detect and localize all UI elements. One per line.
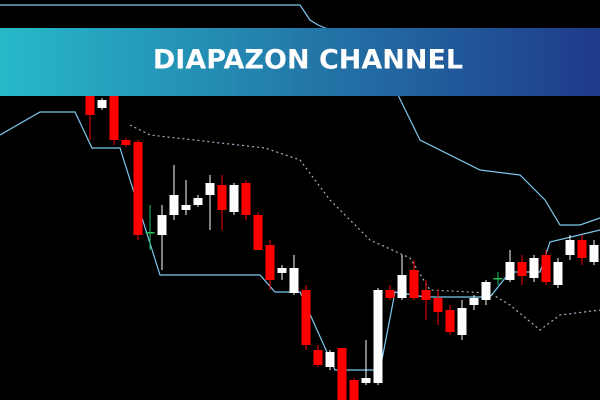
chart-title: DIAPAZON CHANNEL <box>153 45 463 76</box>
candle-body <box>445 310 455 332</box>
candle-body <box>121 140 131 145</box>
candle-body <box>313 350 323 365</box>
candle-body <box>493 278 503 280</box>
candle-body <box>169 195 179 215</box>
candle-body <box>409 270 419 298</box>
candle-body <box>265 245 275 280</box>
candle-body <box>505 262 515 280</box>
candle-body <box>217 185 227 210</box>
title-banner <box>0 28 600 96</box>
channel-line <box>129 124 600 331</box>
channel-line <box>0 4 600 226</box>
candle-body <box>301 290 311 345</box>
candle-body <box>85 95 95 115</box>
candle-body <box>145 232 155 234</box>
candle-body <box>433 298 443 312</box>
candle-body <box>109 95 119 140</box>
candle-body <box>553 262 563 285</box>
candle-body <box>457 308 467 335</box>
candle-body <box>241 183 251 215</box>
candle-body <box>541 255 551 282</box>
candle-body <box>565 240 575 255</box>
candle-body <box>481 282 491 300</box>
candle-body <box>385 290 395 298</box>
candle-body <box>589 245 599 262</box>
candle-body <box>97 100 107 108</box>
candle-body <box>421 290 431 300</box>
candle-body <box>205 183 215 195</box>
candle-body <box>337 348 347 400</box>
candle-body <box>289 268 299 293</box>
candle-body <box>469 298 479 305</box>
candle-body <box>397 275 407 298</box>
candle-body <box>373 290 383 383</box>
candle-body <box>277 268 287 273</box>
candle-body <box>349 380 359 400</box>
plot-area <box>0 4 600 400</box>
candle-body <box>193 198 203 205</box>
channel-line <box>0 111 600 371</box>
candle-body <box>325 352 335 367</box>
candle-body <box>253 215 263 250</box>
candle-body <box>157 215 167 235</box>
candle-body <box>181 205 191 210</box>
candle-body <box>577 240 587 258</box>
candle-body <box>361 378 371 383</box>
candle-body <box>133 142 143 235</box>
candle-body <box>517 262 527 276</box>
candle-body <box>529 258 539 278</box>
candle-body <box>229 185 239 212</box>
